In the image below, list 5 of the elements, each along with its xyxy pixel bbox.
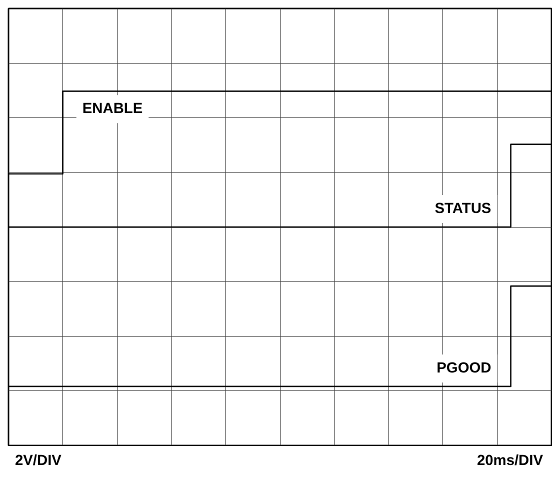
- series-label: PGOOD: [436, 360, 492, 376]
- text: 20ms/DIV: [477, 452, 543, 471]
- series-label: STATUS: [434, 201, 492, 217]
- text: 2V/DIV: [15, 452, 62, 471]
- series-label: ENABLE: [82, 101, 143, 118]
